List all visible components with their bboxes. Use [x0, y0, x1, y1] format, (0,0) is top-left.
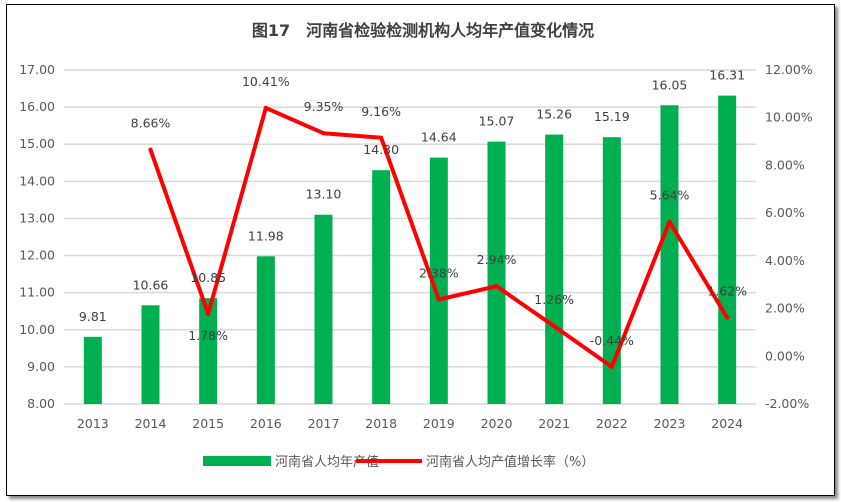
- bar: [372, 170, 391, 404]
- line-segment: [321, 131, 384, 140]
- chart-title: 图17 河南省检验检测机构人均年产值变化情况: [252, 21, 594, 40]
- line-point: [321, 131, 326, 136]
- line-data-label: 9.16%: [361, 104, 401, 119]
- bar: [314, 214, 333, 404]
- line-point: [552, 324, 557, 329]
- y-left-tick-label: 17.00: [19, 62, 55, 77]
- bar-data-label: 13.10: [306, 187, 342, 202]
- bar-data-label: 14.64: [421, 130, 457, 145]
- y-left-tick-label: 10.00: [19, 322, 55, 337]
- bar: [545, 134, 564, 404]
- line-segment: [436, 284, 499, 302]
- bar: [487, 141, 506, 404]
- line-segment: [379, 135, 441, 302]
- line-data-label: 2.38%: [419, 266, 459, 281]
- line-data-label: 10.41%: [242, 74, 290, 89]
- x-tick-label: 2020: [481, 416, 513, 431]
- bar: [199, 298, 218, 404]
- bar: [718, 95, 737, 405]
- line-point: [494, 284, 499, 289]
- y-left-tick-label: 8.00: [27, 396, 55, 411]
- bar-data-label: 10.66: [133, 277, 169, 292]
- line-point: [436, 297, 441, 302]
- line-segment: [552, 324, 614, 369]
- y-right-tick-label: 10.00%: [765, 110, 813, 125]
- line-segment: [494, 284, 557, 329]
- line-segment: [609, 219, 672, 369]
- line-point: [206, 311, 211, 316]
- bar-data-label: 16.31: [709, 68, 745, 83]
- y-right-tick-label: 0.00%: [765, 348, 805, 363]
- x-tick-label: 2013: [77, 416, 109, 431]
- y-right-tick-label: -2.00%: [765, 396, 809, 411]
- legend-bar-label: 河南省人均年产值: [275, 454, 379, 470]
- line-segment: [206, 105, 268, 316]
- x-tick-label: 2018: [365, 416, 397, 431]
- y-right-tick-label: 2.00%: [765, 301, 805, 316]
- line-data-label: -0.44%: [590, 333, 634, 348]
- bar: [141, 305, 160, 404]
- bar-data-label: 11.98: [248, 228, 284, 243]
- line-point: [148, 147, 153, 152]
- bar: [83, 336, 102, 404]
- line-segment: [667, 219, 730, 320]
- y-left-tick-label: 16.00: [19, 99, 55, 114]
- line-data-label: 1.26%: [534, 292, 574, 307]
- line-segment: [263, 105, 326, 136]
- x-tick-label: 2014: [135, 416, 167, 431]
- bar-data-label: 15.26: [536, 107, 572, 122]
- x-tick-label: 2016: [250, 416, 282, 431]
- x-tick-label: 2024: [711, 416, 743, 431]
- x-tick-label: 2019: [423, 416, 455, 431]
- line-data-label: 9.35%: [304, 99, 344, 114]
- y-left-tick-label: 15.00: [19, 136, 55, 151]
- line-data-label: 5.64%: [650, 188, 690, 203]
- y-left-tick-label: 12.00: [19, 248, 55, 263]
- line-data-label: 1.78%: [188, 328, 228, 343]
- x-tick-label: 2022: [596, 416, 628, 431]
- bar-data-label: 15.07: [479, 114, 515, 129]
- bar-data-label: 10.85: [190, 270, 226, 285]
- bar: [256, 256, 275, 404]
- y-left-tick-label: 14.00: [19, 173, 55, 188]
- bar-data-label: 9.81: [79, 309, 107, 324]
- y-right-tick-label: 8.00%: [765, 157, 805, 172]
- x-tick-label: 2023: [654, 416, 686, 431]
- legend-line-label: 河南省人均产值增长率（%）: [426, 454, 594, 470]
- x-tick-label: 2017: [308, 416, 340, 431]
- line-data-label: 2.94%: [477, 252, 517, 267]
- y-left-tick-label: 13.00: [19, 210, 55, 225]
- line-data-label: 8.66%: [131, 116, 171, 131]
- x-tick-label: 2015: [192, 416, 224, 431]
- x-tick-label: 2021: [538, 416, 570, 431]
- bar: [602, 137, 621, 404]
- legend: 河南省人均年产值 河南省人均产值增长率（%）: [203, 454, 594, 470]
- line-point: [263, 105, 268, 110]
- line-segment: [148, 147, 211, 316]
- line-point: [725, 315, 730, 320]
- line-point: [379, 135, 384, 140]
- bar-data-label: 15.19: [594, 109, 630, 124]
- line-data-label: 1.62%: [707, 284, 747, 299]
- bar-data-label: 14.30: [363, 142, 399, 157]
- y-left-tick-label: 11.00: [19, 285, 55, 300]
- y-left-tick-label: 9.00: [27, 359, 55, 374]
- y-right-tick-label: 12.00%: [765, 62, 813, 77]
- line-point: [609, 364, 614, 369]
- bar-data-label: 16.05: [652, 77, 688, 92]
- legend-bar-swatch: [203, 456, 271, 466]
- line-point: [667, 219, 672, 224]
- y-right-tick-label: 6.00%: [765, 205, 805, 220]
- bar: [429, 157, 448, 404]
- bar: [660, 105, 679, 404]
- y-right-tick-label: 4.00%: [765, 253, 805, 268]
